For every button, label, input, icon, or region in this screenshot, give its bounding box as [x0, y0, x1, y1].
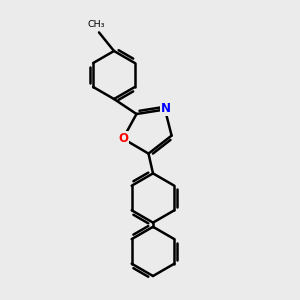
Text: O: O — [118, 132, 128, 145]
Text: CH₃: CH₃ — [88, 20, 105, 29]
Text: N: N — [161, 102, 171, 116]
